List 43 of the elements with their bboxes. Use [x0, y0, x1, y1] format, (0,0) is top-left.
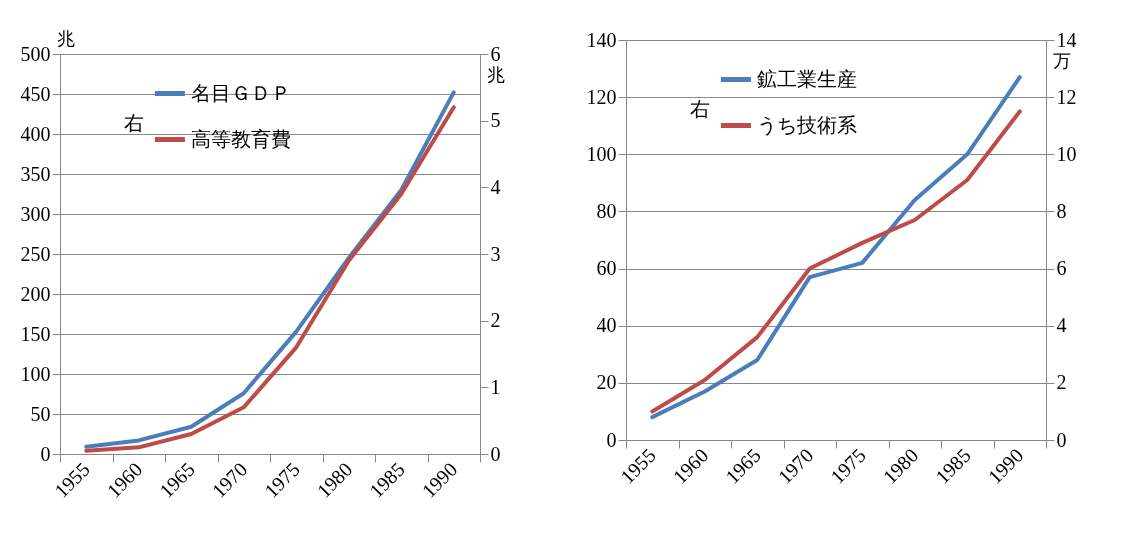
y-tick-label: 150: [20, 322, 51, 345]
legend-label: 鉱工業生産: [757, 67, 858, 90]
y2-tick-label: 1: [490, 375, 501, 398]
y-tick-label: 140: [586, 28, 617, 51]
y-tick-label: 20: [596, 371, 617, 394]
y2-tick-label: 12: [1056, 85, 1077, 108]
y-tick-label: 0: [606, 428, 617, 451]
y2-tick-label: 6: [490, 42, 501, 65]
y2-tick-label: 4: [1056, 314, 1067, 337]
y2-tick-label: 10: [1056, 142, 1077, 165]
y-tick-label: 300: [20, 202, 51, 225]
y-tick-label: 60: [596, 257, 617, 280]
y2-tick-label: 5: [490, 109, 501, 132]
legend-label: 名目ＧＤＰ: [191, 81, 292, 104]
y-tick-label: 120: [586, 85, 617, 108]
y-tick-label: 40: [596, 314, 617, 337]
y-tick-label: 500: [20, 42, 51, 65]
annotation: 右: [690, 98, 711, 120]
y-tick-label: 350: [20, 162, 51, 185]
y-tick-label: 250: [20, 242, 51, 265]
y2-tick-label: 3: [490, 242, 501, 265]
y-tick-label: 0: [40, 442, 51, 465]
legend-label: 高等教育費: [191, 127, 292, 150]
y2-tick-label: 0: [490, 442, 501, 465]
y-tick-label: 400: [20, 122, 51, 145]
y-tick-label: 100: [586, 142, 617, 165]
y2-tick-label: 2: [1056, 371, 1067, 394]
y2-tick-label: 0: [1056, 428, 1067, 451]
y2-tick-label: 14: [1056, 28, 1077, 51]
y2-axis-title: 兆: [486, 64, 505, 85]
annotation: 右: [124, 112, 145, 134]
y2-tick-label: 2: [490, 309, 501, 332]
y-tick-label: 80: [596, 199, 617, 222]
y-axis-title: 兆: [56, 28, 75, 49]
y-tick-label: 100: [20, 362, 51, 385]
y-tick-label: 450: [20, 82, 51, 105]
y-tick-label: 50: [30, 402, 51, 425]
y2-tick-label: 6: [1056, 257, 1067, 280]
legend-label: うち技術系: [757, 113, 858, 136]
y2-tick-label: 8: [1056, 199, 1067, 222]
y-tick-label: 200: [20, 282, 51, 305]
y2-axis-title: 万: [1052, 50, 1071, 71]
y2-tick-label: 4: [490, 175, 501, 198]
